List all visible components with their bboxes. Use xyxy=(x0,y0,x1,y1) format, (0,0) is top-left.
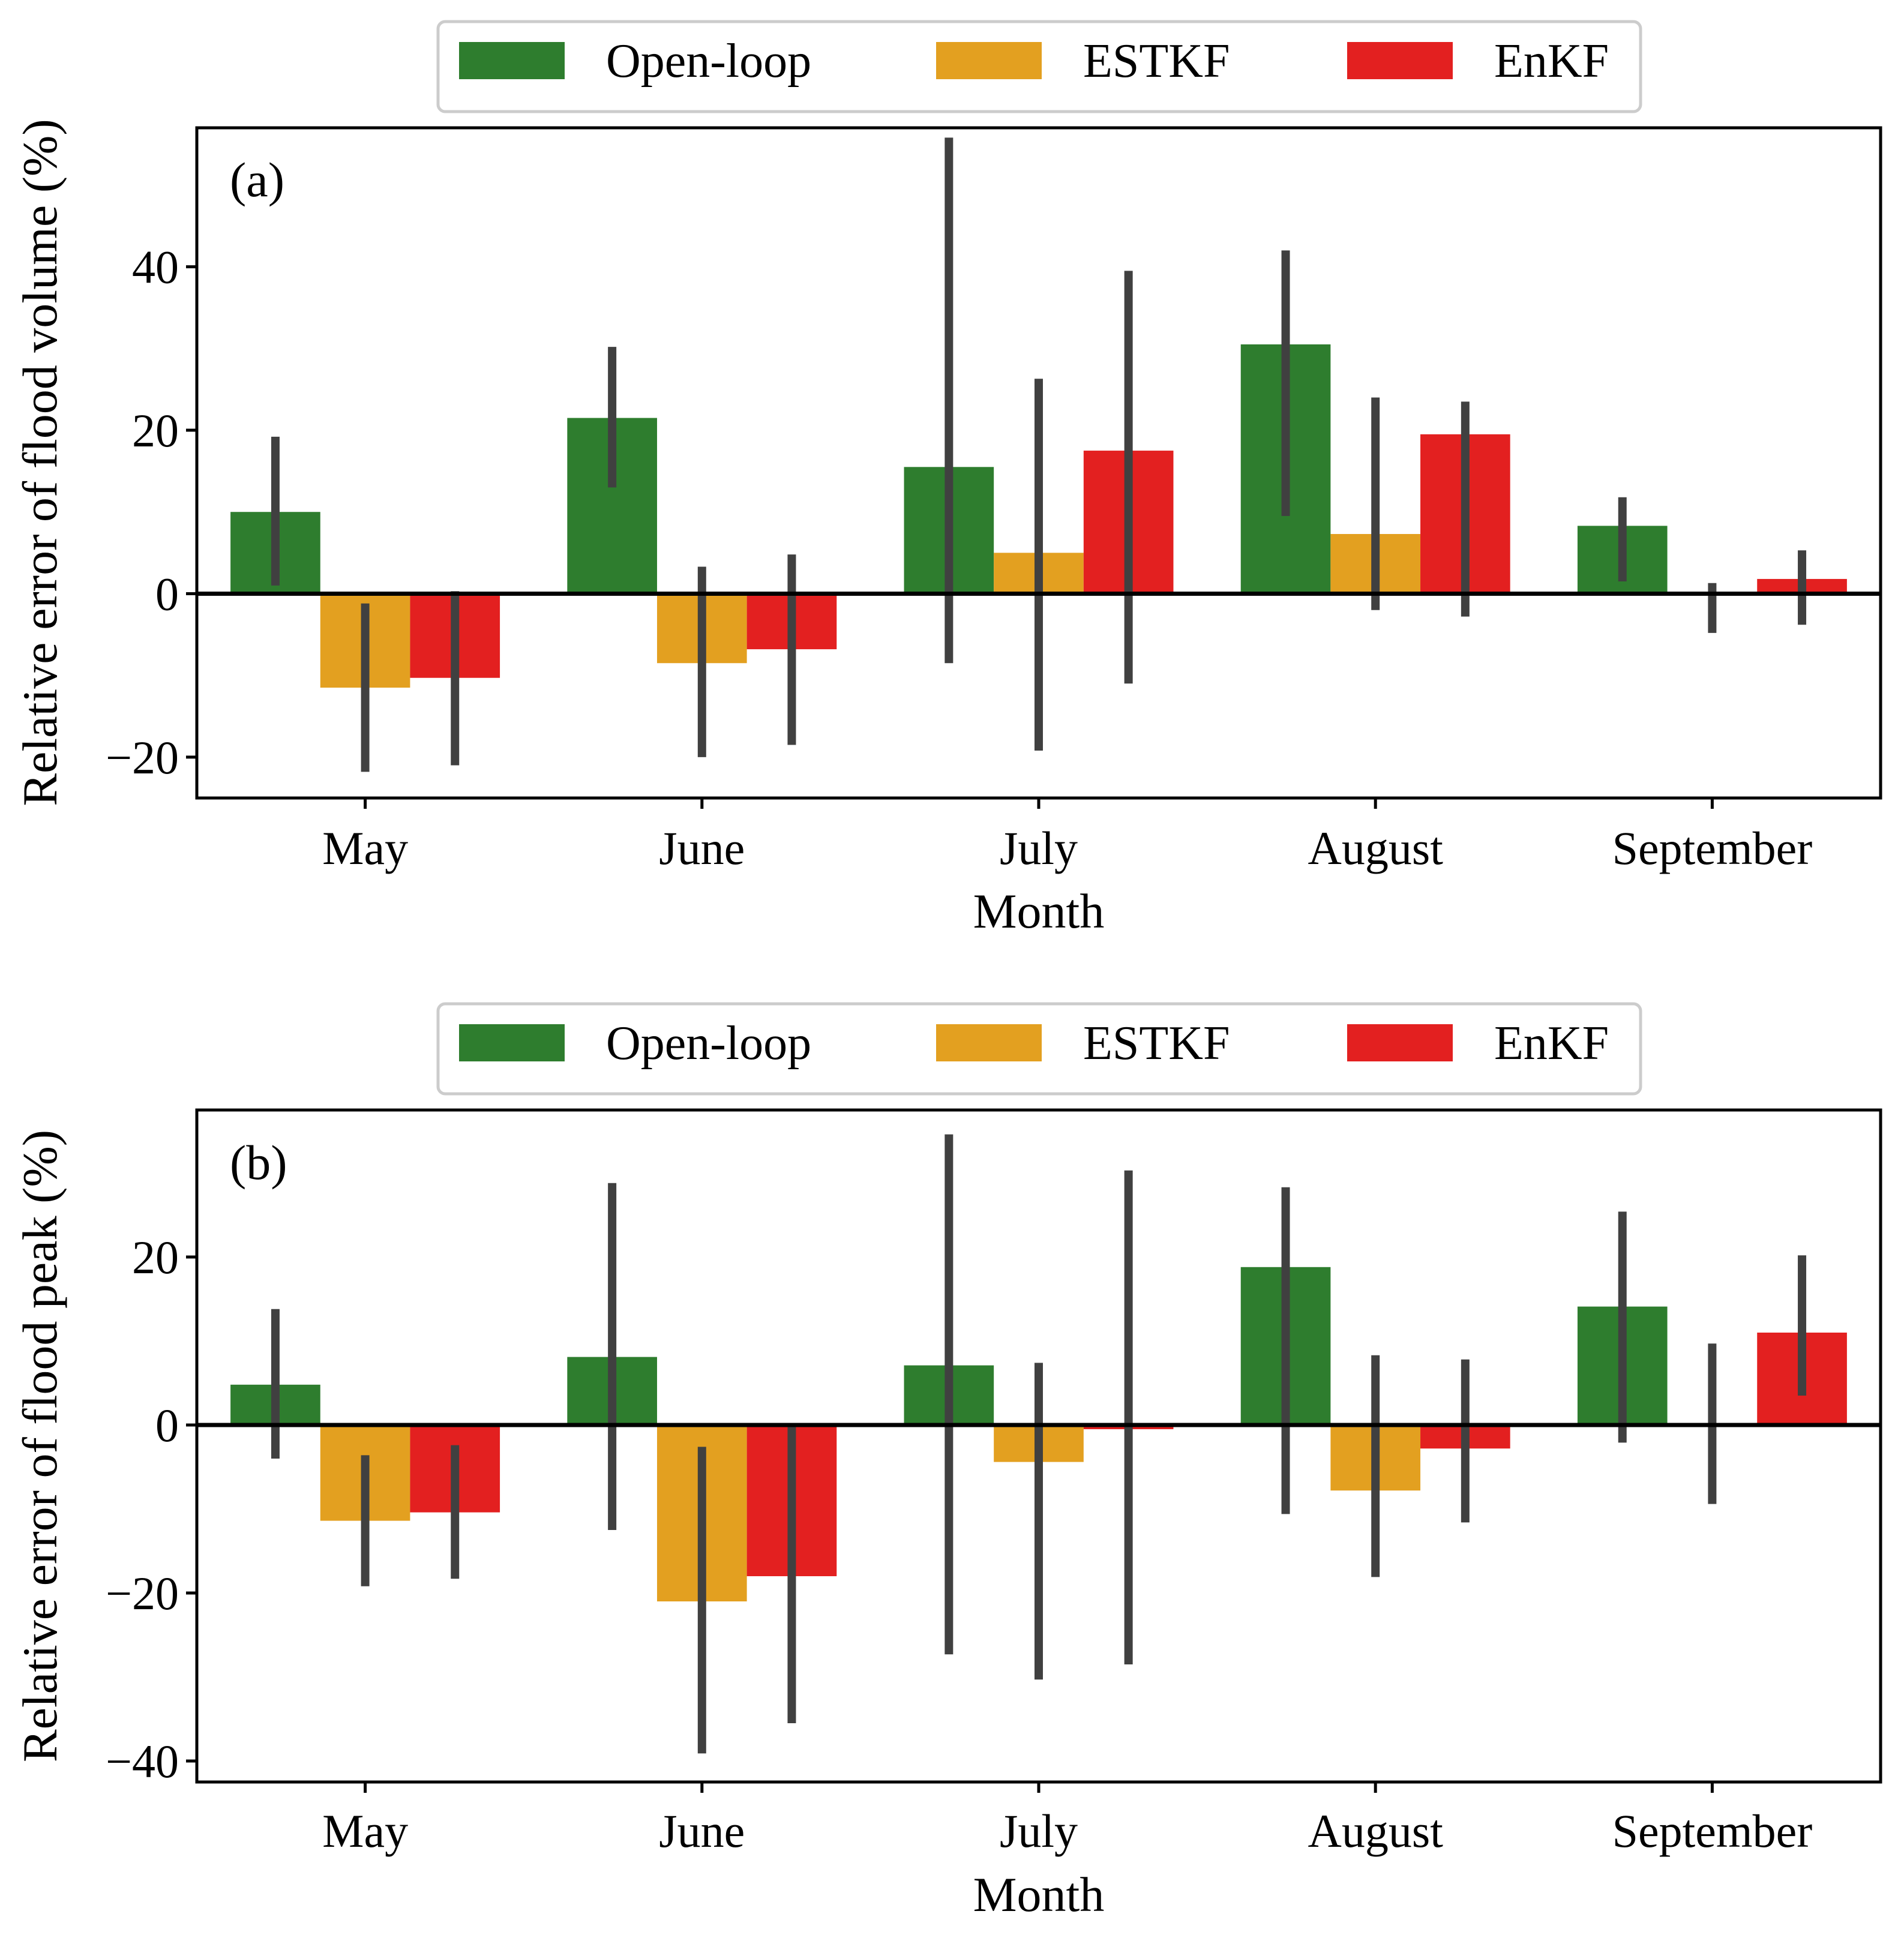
legend-label-estkf: ESTKF xyxy=(1083,1017,1230,1070)
y-tick-label: 20 xyxy=(132,1231,179,1283)
legend-swatch-open-loop xyxy=(459,42,565,79)
x-tick-label-august: August xyxy=(1308,822,1444,874)
x-axis-title: Month xyxy=(973,884,1105,938)
panel-label: (a) xyxy=(230,152,284,207)
x-tick-label-september: September xyxy=(1612,822,1813,874)
y-tick-label: 20 xyxy=(132,404,179,457)
y-tick-label: −20 xyxy=(106,731,179,784)
panel-a: Open-loop ESTKF EnKF −20 0 20 40 May June Jul… xyxy=(13,20,1882,938)
panel-label: (b) xyxy=(230,1135,287,1190)
x-axis-title: Month xyxy=(973,1867,1105,1922)
legend-label-estkf: ESTKF xyxy=(1083,35,1230,88)
x-axis: May June July August September xyxy=(322,1782,1812,1857)
legend-swatch-estkf xyxy=(936,1024,1042,1061)
y-tick-label: 40 xyxy=(132,241,179,293)
x-tick-label-september: September xyxy=(1612,1805,1813,1857)
legend-label-open-loop: Open-loop xyxy=(606,1017,811,1070)
x-tick-label-may: May xyxy=(322,822,408,874)
y-axis-title: Relative error of flood peak (%) xyxy=(13,1130,67,1762)
y-tick-label: 0 xyxy=(155,568,179,620)
legend-swatch-estkf xyxy=(936,42,1042,79)
x-tick-label-august: August xyxy=(1308,1805,1444,1857)
y-tick-label: 0 xyxy=(155,1399,179,1451)
x-tick-label-may: May xyxy=(322,1805,408,1857)
legend-swatch-enkf xyxy=(1347,42,1453,79)
legend: Open-loop ESTKF EnKF xyxy=(436,1002,1642,1096)
x-tick-label-june: June xyxy=(659,822,745,874)
legend-label-open-loop: Open-loop xyxy=(606,35,811,88)
legend-swatch-open-loop xyxy=(459,1024,565,1061)
x-tick-label-july: July xyxy=(1000,1805,1078,1857)
legend-label-enkf: EnKF xyxy=(1494,35,1609,88)
y-axis: −40 −20 0 20 xyxy=(106,1231,197,1787)
plot-area xyxy=(197,137,1881,772)
y-axis-title: Relative error of flood volume (%) xyxy=(13,119,67,806)
y-axis: −20 0 20 40 xyxy=(106,241,197,784)
legend-swatch-enkf xyxy=(1347,1024,1453,1061)
x-tick-label-july: July xyxy=(1000,822,1078,874)
x-tick-label-june: June xyxy=(659,1805,745,1857)
panel-b: Open-loop ESTKF EnKF −40 −20 0 20 May June Ju… xyxy=(13,1002,1882,1922)
legend: Open-loop ESTKF EnKF xyxy=(436,20,1642,113)
legend-label-enkf: EnKF xyxy=(1494,1017,1609,1070)
x-axis: May June July August September xyxy=(322,798,1812,874)
plot-area xyxy=(197,1134,1881,1754)
y-tick-label: −40 xyxy=(106,1735,179,1787)
y-tick-label: −20 xyxy=(106,1567,179,1619)
